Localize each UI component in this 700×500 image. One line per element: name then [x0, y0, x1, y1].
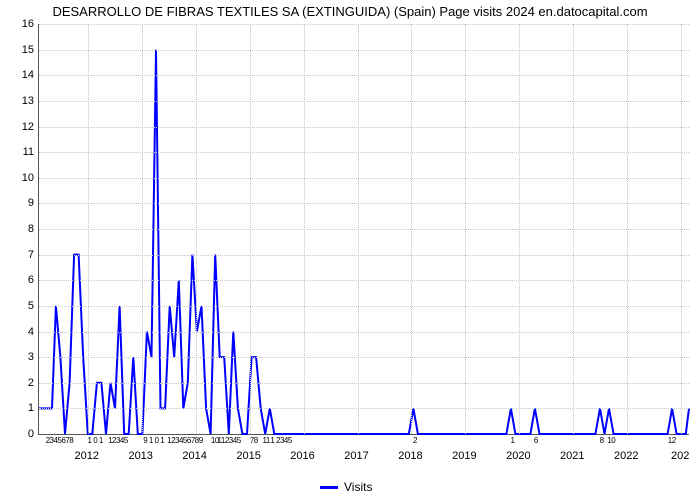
visits-line-chart: DESARROLLO DE FIBRAS TEXTILES SA (EXTING… — [0, 0, 700, 500]
x-year-label: 2013 — [128, 450, 152, 462]
ytick-label: 7 — [6, 249, 34, 261]
ytick-label: 12 — [6, 121, 34, 133]
ytick-label: 5 — [6, 300, 34, 312]
gridline-v — [304, 24, 305, 434]
ytick-label: 0 — [6, 428, 34, 440]
ytick-label: 6 — [6, 274, 34, 286]
x-year-label: 2014 — [182, 450, 206, 462]
ytick-label: 11 — [6, 146, 34, 158]
x-minor-label: 6 — [534, 436, 538, 445]
gridline-h — [39, 127, 689, 128]
ytick-label: 10 — [6, 172, 34, 184]
x-minor-label: 1 0 1 — [88, 436, 103, 445]
gridline-h — [39, 332, 689, 333]
gridline-h — [39, 152, 689, 153]
gridline-h — [39, 357, 689, 358]
gridline-h — [39, 383, 689, 384]
gridline-h — [39, 203, 689, 204]
gridline-h — [39, 408, 689, 409]
gridline-v — [196, 24, 197, 434]
gridline-v — [681, 24, 682, 434]
ytick-label: 3 — [6, 351, 34, 363]
ytick-label: 1 — [6, 402, 34, 414]
gridline-h — [39, 50, 689, 51]
x-minor-label: 11 — [262, 436, 269, 445]
x-minor-label: 12 — [668, 436, 676, 445]
gridline-v — [88, 24, 89, 434]
gridline-v — [465, 24, 466, 434]
gridline-h — [39, 255, 689, 256]
legend: Visits — [320, 480, 372, 494]
x-minor-label: 10 — [607, 436, 615, 445]
gridline-v — [358, 24, 359, 434]
x-year-label: 2016 — [290, 450, 314, 462]
ytick-label: 9 — [6, 197, 34, 209]
gridline-h — [39, 306, 689, 307]
legend-label: Visits — [344, 480, 372, 494]
x-year-label: 2021 — [560, 450, 584, 462]
x-year-label: 2012 — [75, 450, 99, 462]
gridline-v — [573, 24, 574, 434]
ytick-label: 15 — [6, 44, 34, 56]
x-minor-label: 8 — [600, 436, 604, 445]
gridline-v — [250, 24, 251, 434]
x-minor-label: 12345 — [108, 436, 128, 445]
x-minor-label: 2345678 — [46, 436, 74, 445]
gridline-h — [39, 101, 689, 102]
ytick-label: 13 — [6, 95, 34, 107]
x-year-label: 2018 — [398, 450, 422, 462]
x-year-label: 202 — [671, 450, 689, 462]
chart-title: DESARROLLO DE FIBRAS TEXTILES SA (EXTING… — [0, 4, 700, 19]
ytick-label: 16 — [6, 18, 34, 30]
gridline-h — [39, 178, 689, 179]
x-year-label: 2017 — [344, 450, 368, 462]
plot-area — [38, 24, 689, 435]
x-year-label: 2019 — [452, 450, 476, 462]
legend-swatch — [320, 486, 338, 489]
x-year-label: 2022 — [614, 450, 638, 462]
gridline-h — [39, 75, 689, 76]
x-year-label: 2015 — [236, 450, 260, 462]
x-minor-label: 2 — [413, 436, 417, 445]
x-minor-label: 1 2345 — [270, 436, 291, 445]
x-minor-ticks: 2345678 1 0 1 12345 9 1 0 1123456789 10 11234… — [38, 436, 688, 450]
x-year-label: 2020 — [506, 450, 530, 462]
gridline-v — [411, 24, 412, 434]
x-minor-label: 9 1 0 1 — [143, 436, 164, 445]
gridline-h — [39, 280, 689, 281]
gridline-h — [39, 24, 689, 25]
x-minor-label: 1 — [511, 436, 515, 445]
gridline-v — [142, 24, 143, 434]
gridline-v — [627, 24, 628, 434]
ytick-label: 2 — [6, 377, 34, 389]
x-minor-label: 112345 — [218, 436, 241, 445]
gridline-v — [519, 24, 520, 434]
ytick-label: 4 — [6, 326, 34, 338]
gridline-h — [39, 229, 689, 230]
ytick-label: 14 — [6, 69, 34, 81]
ytick-label: 8 — [6, 223, 34, 235]
x-minor-label: 78 — [250, 436, 258, 445]
x-minor-label: 123456789 — [167, 436, 203, 445]
